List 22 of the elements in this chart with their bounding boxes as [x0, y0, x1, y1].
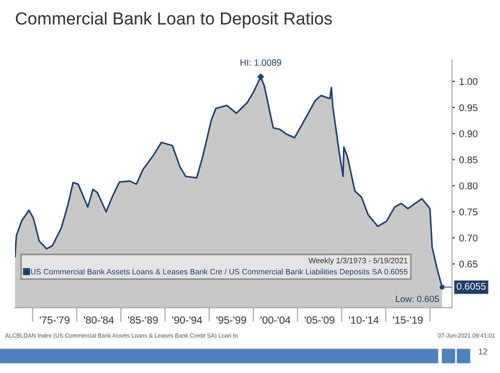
y-tick-label: 0.80: [459, 182, 478, 190]
y-tick-label: 0.70: [459, 234, 478, 242]
y-tick-label: 0.90: [459, 130, 478, 138]
annotation: 0.6055: [456, 282, 486, 290]
x-tick-label: '05-'09: [304, 316, 334, 324]
x-tick-label: '85-'89: [128, 316, 158, 324]
x-tick-label: '10-'14: [348, 316, 379, 324]
x-tick-label: '80-'84: [84, 316, 114, 324]
x-tick-label: '90-'94: [172, 316, 202, 324]
x-tick-label: '95-'99: [216, 316, 246, 324]
text: 12: [478, 348, 488, 354]
y-tick-label: 0.95: [459, 104, 478, 112]
x-tick-label: '00-'04: [260, 316, 290, 324]
y-tick-label: 0.75: [459, 208, 478, 216]
chart-title: Commercial Bank Loan to Deposit Ratios: [16, 12, 332, 28]
x-tick-label: '75-'79: [40, 316, 70, 324]
x-tick-label: '15-'19: [393, 316, 423, 324]
y-tick-label: 1.00: [460, 78, 478, 86]
annotation: Low: 0.605: [396, 296, 439, 302]
y-tick-label: 0.85: [459, 156, 478, 164]
y-tick-label: 0.65: [459, 260, 478, 268]
annotation: HI: 1.0089: [240, 59, 282, 66]
